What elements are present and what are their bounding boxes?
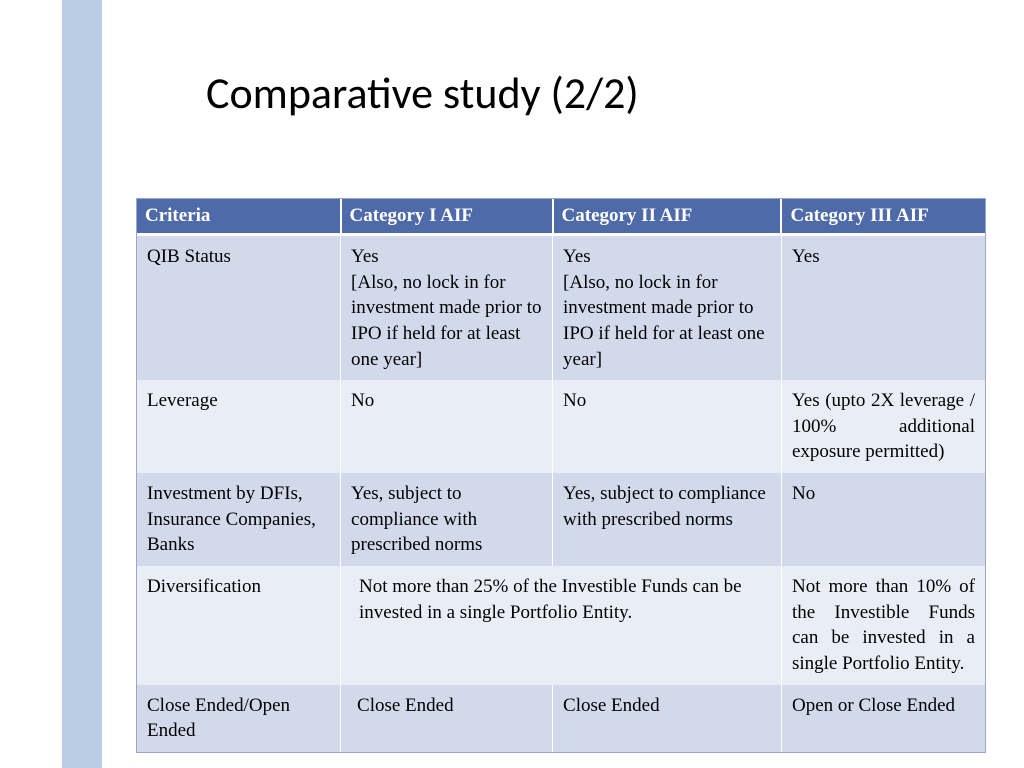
cell-criteria: Investment by DFIs, Insurance Companies,… (137, 473, 341, 566)
comparison-table-container: Criteria Category I AIF Category II AIF … (136, 198, 986, 753)
table-row: QIB Status Yes[Also, no lock in for inve… (137, 236, 985, 380)
cell-merged-cat1-cat2: Not more than 25% of the Investible Fund… (341, 566, 782, 685)
cell-cat2: Yes[Also, no lock in for investment made… (553, 236, 782, 380)
cell-cat1: Close Ended (341, 685, 553, 752)
col-header-cat3: Category III AIF (781, 199, 985, 233)
cell-criteria: Diversification (137, 566, 341, 685)
table-row: Investment by DFIs, Insurance Companies,… (137, 473, 985, 566)
cell-criteria: Leverage (137, 380, 341, 473)
cell-cat3: Not more than 10% of the Investible Fund… (781, 566, 985, 685)
table-row: Close Ended/Open Ended Close Ended Close… (137, 685, 985, 752)
table-row: Diversification Not more than 25% of the… (137, 566, 985, 685)
cell-cat3: No (781, 473, 985, 566)
cell-cat2: Yes, subject to compliance with prescrib… (553, 473, 782, 566)
table-header-row: Criteria Category I AIF Category II AIF … (137, 199, 985, 233)
col-header-cat1: Category I AIF (341, 199, 553, 233)
page-title: Comparative study (2/2) (206, 66, 639, 120)
cell-cat2: No (553, 380, 782, 473)
cell-cat3: Yes (781, 236, 985, 380)
cell-criteria: Close Ended/Open Ended (137, 685, 341, 752)
cell-cat1: No (341, 380, 553, 473)
col-header-cat2: Category II AIF (553, 199, 782, 233)
table-row: Leverage No No Yes (upto 2X leverage / 1… (137, 380, 985, 473)
cell-cat3: Open or Close Ended (781, 685, 985, 752)
cell-criteria: QIB Status (137, 236, 341, 380)
col-header-criteria: Criteria (137, 199, 341, 233)
cell-cat2: Close Ended (553, 685, 782, 752)
cell-cat1: Yes[Also, no lock in for investment made… (341, 236, 553, 380)
comparison-table: Criteria Category I AIF Category II AIF … (137, 199, 985, 752)
side-accent-stripe (62, 0, 102, 768)
cell-cat1: Yes, subject to compliance with prescrib… (341, 473, 553, 566)
cell-cat3: Yes (upto 2X leverage / 100% additional … (781, 380, 985, 473)
